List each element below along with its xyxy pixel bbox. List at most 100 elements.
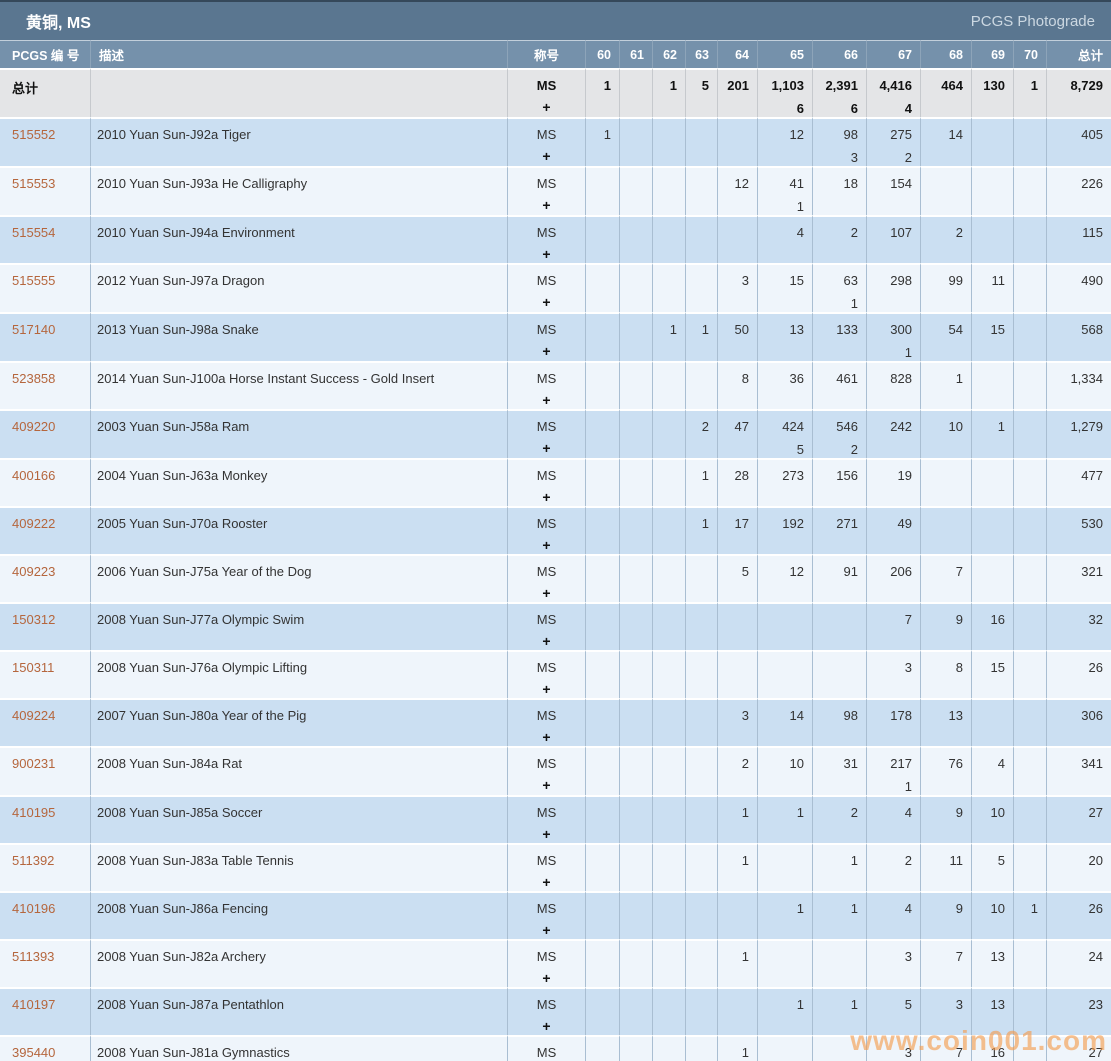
pcgs-number-link[interactable]: 410195 — [12, 805, 56, 820]
grade-68-count-cell: 7 — [920, 939, 971, 987]
grade-64-count-cell — [717, 891, 757, 939]
coin-description: 2008 Yuan Sun-J82a Archery — [90, 939, 507, 987]
pcgs-number-link[interactable]: 395440 — [12, 1045, 56, 1060]
grade-65-count-cell: 1 — [757, 987, 812, 1035]
pcgs-number-link[interactable]: 515552 — [12, 127, 56, 142]
grade-70-count-cell — [1013, 795, 1046, 843]
grade-70-count-cell — [1013, 1035, 1046, 1061]
grade-66-count-cell: 18 — [812, 166, 866, 215]
grade-60-count-cell — [585, 361, 619, 409]
pcgs-number-link[interactable]: 515555 — [12, 273, 56, 288]
pcgs-number-cell: 395440 — [0, 1035, 90, 1061]
grade-62-count-cell — [652, 698, 685, 746]
grade-65-count-cell — [757, 1035, 812, 1061]
pcgs-number-link[interactable]: 150312 — [12, 612, 56, 627]
grade-60-count-cell — [585, 166, 619, 215]
grade-70-count-cell — [1013, 215, 1046, 263]
designation-plus: + — [542, 489, 551, 505]
pcgs-number-link[interactable]: 900231 — [12, 756, 56, 771]
designation-cell: MS + — [507, 409, 585, 458]
grade-67-count-cell: 298 — [866, 263, 920, 312]
grade-63-count-cell: 1 — [685, 458, 717, 506]
grade-64-count-cell: 3 — [717, 263, 757, 312]
coin-description: 2008 Yuan Sun-J87a Pentathlon — [90, 987, 507, 1035]
grade-62-count-cell — [652, 795, 685, 843]
table-row: 511392 2008 Yuan Sun-J83a Table Tennis MS +… — [0, 843, 1111, 891]
grade-63-count-cell: 1 — [685, 506, 717, 554]
pcgs-photograde-link[interactable]: PCGS Photograde — [970, 12, 1095, 30]
grade-64-count-cell: 1 — [717, 795, 757, 843]
grade-67-count-cell: 217 1 — [866, 746, 920, 795]
grade-69-count-cell: 4 — [971, 746, 1013, 795]
grade-67-count-cell: 7 — [866, 602, 920, 650]
designation-ms: MS — [536, 371, 557, 386]
grade-60-count-cell — [585, 215, 619, 263]
designation-cell: MS + — [507, 68, 585, 117]
pcgs-number-link[interactable]: 409222 — [12, 516, 56, 531]
pcgs-number-cell: 150311 — [0, 650, 90, 698]
grade-70-count-cell: 1 — [1013, 891, 1046, 939]
grade-64-count-cell: 47 — [717, 409, 757, 458]
pcgs-number-link[interactable]: 523858 — [12, 371, 56, 386]
pcgs-number-link[interactable]: 400166 — [12, 468, 56, 483]
designation-ms: MS — [536, 419, 557, 434]
table-row: 409222 2005 Yuan Sun-J70a Rooster MS +1 17 19… — [0, 506, 1111, 554]
grade-67-count-cell: 2 — [866, 843, 920, 891]
pcgs-number-link[interactable]: 409220 — [12, 419, 56, 434]
grade-60-count-cell — [585, 263, 619, 312]
col-header-grade-66: 66 — [812, 40, 866, 68]
grade-70-count-cell — [1013, 939, 1046, 987]
pcgs-number-link[interactable]: 515553 — [12, 176, 56, 191]
grade-63-count-cell — [685, 602, 717, 650]
grade-64-count-cell — [717, 987, 757, 1035]
table-row: 410195 2008 Yuan Sun-J85a Soccer MS +1 1 2 4 9 1… — [0, 795, 1111, 843]
grade-63-count-cell — [685, 939, 717, 987]
pcgs-number-cell: 150312 — [0, 602, 90, 650]
designation-plus: + — [542, 874, 551, 890]
grade-70-count-cell: 1 — [1013, 68, 1046, 117]
designation-cell: MS + — [507, 795, 585, 843]
designation-plus: + — [542, 392, 551, 408]
grade-62-count-cell — [652, 987, 685, 1035]
pcgs-number-link[interactable]: 150311 — [12, 660, 55, 675]
pcgs-number-link[interactable]: 409224 — [12, 708, 56, 723]
pcgs-number-link[interactable]: 410196 — [12, 901, 56, 916]
grade-64-count-cell: 1 — [717, 843, 757, 891]
grade-62-count-cell — [652, 939, 685, 987]
coin-description: 2008 Yuan Sun-J85a Soccer — [90, 795, 507, 843]
pcgs-number-link[interactable]: 511392 — [12, 853, 55, 868]
designation-ms: MS — [536, 564, 557, 579]
grade-62-count-cell — [652, 602, 685, 650]
pcgs-number-cell: 511392 — [0, 843, 90, 891]
designation-cell: MS + — [507, 698, 585, 746]
pcgs-number-cell: 523858 — [0, 361, 90, 409]
grade-62-count-cell — [652, 506, 685, 554]
pcgs-number-link[interactable]: 409223 — [12, 564, 56, 579]
grade-67-count-cell: 300 1 — [866, 312, 920, 361]
grade-69-count-cell — [971, 215, 1013, 263]
grade-69-count-cell: 10 — [971, 795, 1013, 843]
grade-64-count-cell: 5 — [717, 554, 757, 602]
grade-64-count-cell: 12 — [717, 166, 757, 215]
grade-60-count-cell — [585, 458, 619, 506]
title-bar: 黄铜, MS PCGS Photograde — [0, 0, 1111, 40]
pcgs-number-link[interactable]: 410197 — [12, 997, 56, 1012]
grade-66-count-cell: 271 — [812, 506, 866, 554]
page-title: 黄铜, MS — [26, 15, 91, 32]
grade-68-count-cell: 7 — [920, 1035, 971, 1061]
designation-cell: MS + — [507, 215, 585, 263]
grade-65-count-cell: 424 5 — [757, 409, 812, 458]
pcgs-number-link[interactable]: 511393 — [12, 949, 55, 964]
grade-69-count-cell — [971, 117, 1013, 166]
grade-69-count-cell — [971, 698, 1013, 746]
grade-64-count-cell — [717, 650, 757, 698]
grade-65-count-cell: 273 — [757, 458, 812, 506]
grade-60-count-cell — [585, 698, 619, 746]
pcgs-number-link[interactable]: 517140 — [12, 322, 56, 337]
designation-cell: MS + — [507, 650, 585, 698]
designation-plus: + — [542, 197, 551, 213]
grade-66-count-cell: 98 — [812, 698, 866, 746]
designation-cell: MS + — [507, 891, 585, 939]
pcgs-number-cell: 511393 — [0, 939, 90, 987]
pcgs-number-link[interactable]: 515554 — [12, 225, 56, 240]
